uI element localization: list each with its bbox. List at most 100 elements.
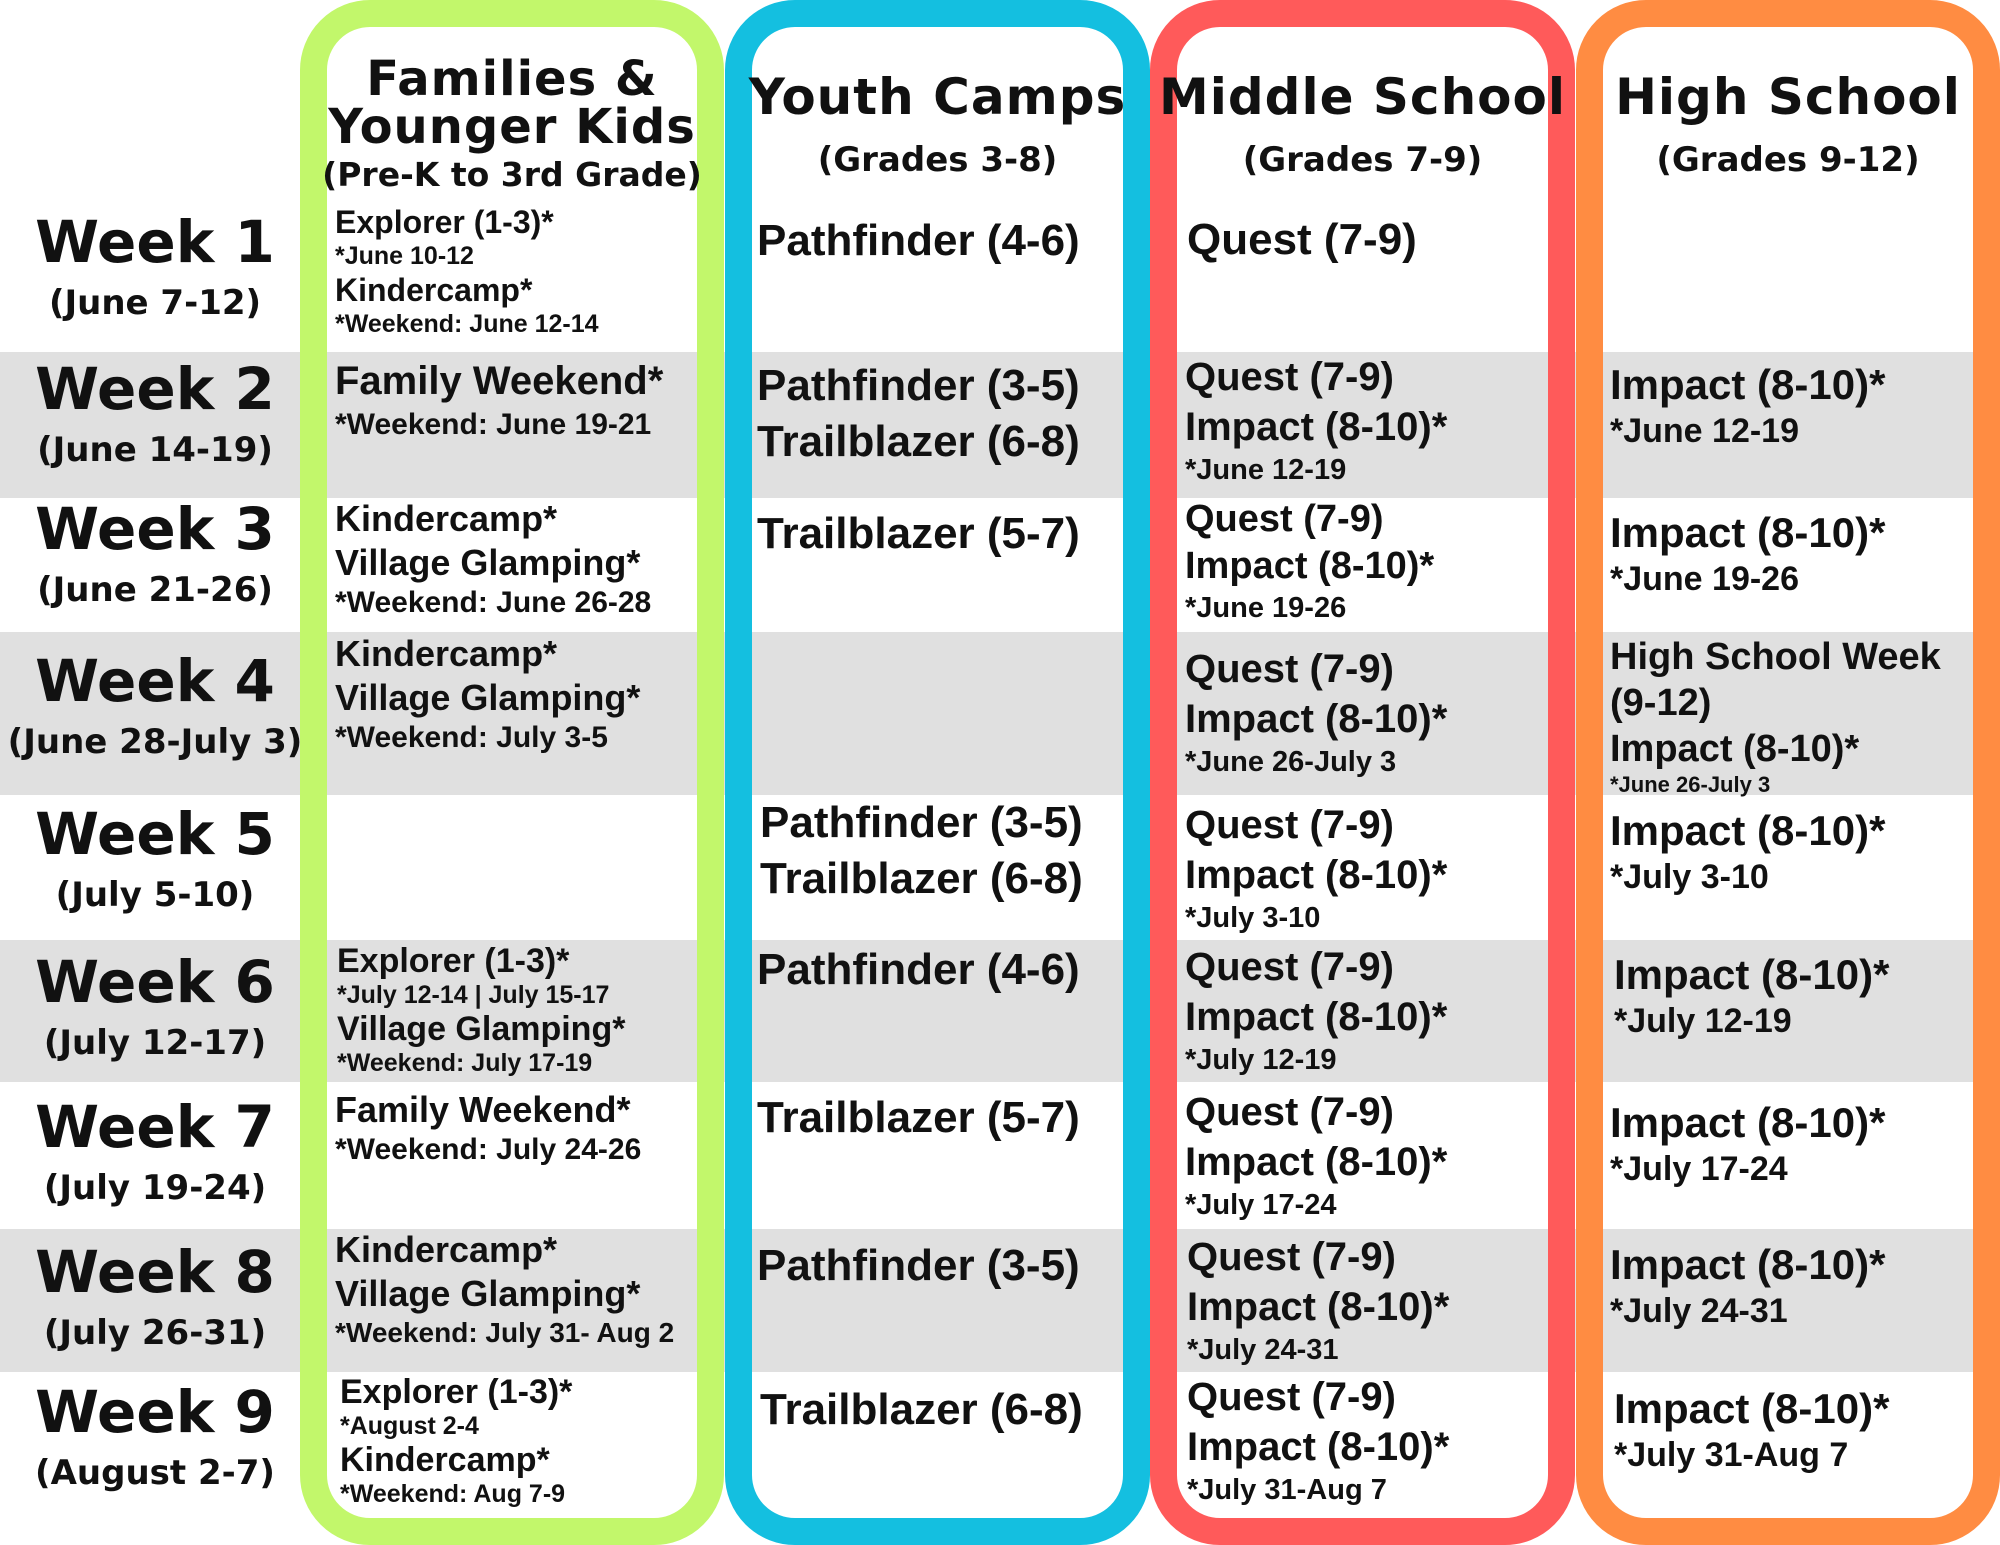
week-6-label: Week 6 (July 12-17) [0, 950, 310, 1064]
program-dates: *July 12-14 | July 15-17 [337, 981, 610, 1009]
youth-week-8: Pathfinder (3-5) [757, 1238, 1080, 1294]
program-dates: *Weekend: June 26-28 [335, 586, 652, 619]
program-name: Village Glamping* [335, 1273, 641, 1314]
high-week-2: Impact (8-10)* *June 12-19 [1610, 360, 1885, 452]
youth-week-1: Pathfinder (4-6) [757, 213, 1080, 269]
program-dates: *June 19-26 [1185, 592, 1347, 624]
week-title: Week 9 [35, 1378, 275, 1446]
program-name: Trailblazer (5-7) [757, 1093, 1080, 1142]
program-dates: *July 17-24 [1185, 1189, 1337, 1221]
week-dates: (June 28-July 3) [7, 722, 303, 762]
program-dates: *July 12-19 [1185, 1044, 1337, 1076]
program-name: High School Week [1610, 636, 1941, 678]
program-name: Impact (8-10)* [1610, 1099, 1886, 1146]
row-band-week-4 [0, 632, 2000, 795]
program-dates: *August 2-4 [340, 1412, 479, 1440]
program-dates: *July 24-31 [1610, 1292, 1788, 1330]
high-week-6: Impact (8-10)* *July 12-19 [1614, 950, 1889, 1042]
youth-week-2: Pathfinder (3-5) Trailblazer (6-8) [757, 358, 1080, 470]
program-dates: *Weekend: June 12-14 [335, 310, 599, 338]
high-week-3: Impact (8-10)* *June 19-26 [1610, 508, 1885, 600]
high-week-4: High School Week (9-12) Impact (8-10)* *… [1610, 634, 1941, 798]
program-dates: *June 19-26 [1610, 560, 1799, 598]
week-1-label: Week 1 (June 7-12) [0, 210, 310, 324]
middle-school-header: Middle School (Grades 7-9) [1150, 72, 1575, 180]
middle-week-3: Quest (7-9) Impact (8-10)* *June 19-26 [1185, 496, 1434, 626]
families-header-subtitle: (Pre-K to 3rd Grade) [322, 155, 702, 194]
program-name: Impact (8-10)* [1610, 807, 1886, 854]
program-name: Impact (8-10)* [1610, 728, 1860, 770]
middle-week-7: Quest (7-9) Impact (8-10)* *July 17-24 [1185, 1087, 1447, 1223]
program-dates: *June 12-19 [1610, 412, 1799, 450]
program-name: Impact (8-10)* [1185, 853, 1448, 897]
week-dates: (June 7-12) [48, 283, 262, 323]
week-title: Week 5 [35, 800, 275, 868]
program-dates: *July 24-31 [1187, 1334, 1339, 1366]
youth-week-6: Pathfinder (4-6) [757, 942, 1080, 998]
row-band-week-2 [0, 352, 2000, 498]
youth-camps-header-subtitle: (Grades 3-8) [817, 140, 1058, 180]
week-8-label: Week 8 (July 26-31) [0, 1240, 310, 1354]
families-week-9: Explorer (1-3)* *August 2-4 Kindercamp* … [340, 1373, 572, 1509]
middle-school-column-frame [1150, 0, 1575, 1545]
program-dates: *Weekend: July 17-19 [337, 1049, 593, 1077]
program-name: Kindercamp* [335, 1229, 558, 1270]
middle-school-header-subtitle: (Grades 7-9) [1242, 140, 1483, 180]
program-name: Impact (8-10)* [1610, 1241, 1886, 1288]
program-name: Quest (7-9) [1185, 945, 1394, 989]
row-band-week-6 [0, 940, 2000, 1082]
program-name: Pathfinder (3-5) [757, 1241, 1080, 1290]
program-name: Pathfinder (3-5) [760, 798, 1083, 847]
youth-week-9: Trailblazer (6-8) [760, 1382, 1083, 1438]
families-week-4: Kindercamp* Village Glamping* *Weekend: … [335, 632, 640, 756]
program-name: Pathfinder (4-6) [757, 945, 1080, 994]
program-name: Trailblazer (5-7) [757, 509, 1080, 558]
week-title: Week 2 [35, 355, 275, 423]
week-title: Week 6 [35, 948, 275, 1016]
youth-week-3: Trailblazer (5-7) [757, 506, 1080, 562]
program-dates: *Weekend: Aug 7-9 [340, 1480, 566, 1508]
program-name: Pathfinder (4-6) [757, 216, 1080, 265]
week-dates: (July 12-17) [43, 1023, 267, 1063]
program-dates: *July 3-10 [1185, 902, 1321, 934]
program-name: Explorer (1-3)* [337, 942, 570, 980]
families-header: Families & Younger Kids (Pre-K to 3rd Gr… [300, 55, 724, 195]
program-name: Impact (8-10)* [1185, 995, 1448, 1039]
week-dates: (August 2-7) [35, 1453, 275, 1493]
program-name: Impact (8-10)* [1185, 1140, 1448, 1184]
program-name: Quest (7-9) [1185, 803, 1394, 847]
program-name: Impact (8-10)* [1185, 545, 1435, 587]
week-title: Week 4 [35, 647, 275, 715]
program-name: Kindercamp* [335, 498, 558, 539]
program-dates: *Weekend: July 24-26 [335, 1133, 642, 1166]
families-week-3: Kindercamp* Village Glamping* *Weekend: … [335, 497, 651, 621]
families-week-8: Kindercamp* Village Glamping* *Weekend: … [335, 1228, 674, 1350]
program-name: Impact (8-10)* [1610, 361, 1886, 408]
high-school-header-subtitle: (Grades 9-12) [1656, 140, 1920, 180]
row-band-week-8 [0, 1229, 2000, 1372]
week-dates: (June 21-26) [37, 570, 273, 610]
families-week-7: Family Weekend* *Weekend: July 24-26 [335, 1088, 641, 1168]
families-week-1: Explorer (1-3)* *June 10-12 Kindercamp* … [335, 203, 599, 339]
program-name: Quest (7-9) [1185, 355, 1394, 399]
week-title: Week 1 [35, 208, 275, 276]
program-name: Quest (7-9) [1187, 1235, 1396, 1279]
program-name: Explorer (1-3)* [335, 204, 554, 240]
middle-week-4: Quest (7-9) Impact (8-10)* *June 26-July… [1185, 644, 1447, 780]
program-name: Village Glamping* [337, 1010, 626, 1048]
program-dates: *Weekend: July 3-5 [335, 721, 608, 754]
families-column-frame [300, 0, 724, 1545]
program-name: Kindercamp* [335, 633, 558, 674]
middle-week-6: Quest (7-9) Impact (8-10)* *July 12-19 [1185, 942, 1447, 1078]
program-name: Trailblazer (6-8) [760, 854, 1083, 903]
week-dates: (July 19-24) [43, 1168, 267, 1208]
program-name: Family Weekend* [335, 359, 664, 403]
program-name: Kindercamp* [335, 272, 533, 308]
high-week-9: Impact (8-10)* *July 31-Aug 7 [1614, 1384, 1889, 1476]
program-name: Impact (8-10)* [1614, 1385, 1890, 1432]
program-dates: *June 26-July 3 [1185, 746, 1397, 778]
middle-week-8: Quest (7-9) Impact (8-10)* *July 24-31 [1187, 1232, 1449, 1368]
week-title: Week 3 [35, 495, 275, 563]
program-name: Impact (8-10)* [1185, 697, 1448, 741]
program-name: Trailblazer (6-8) [760, 1385, 1083, 1434]
